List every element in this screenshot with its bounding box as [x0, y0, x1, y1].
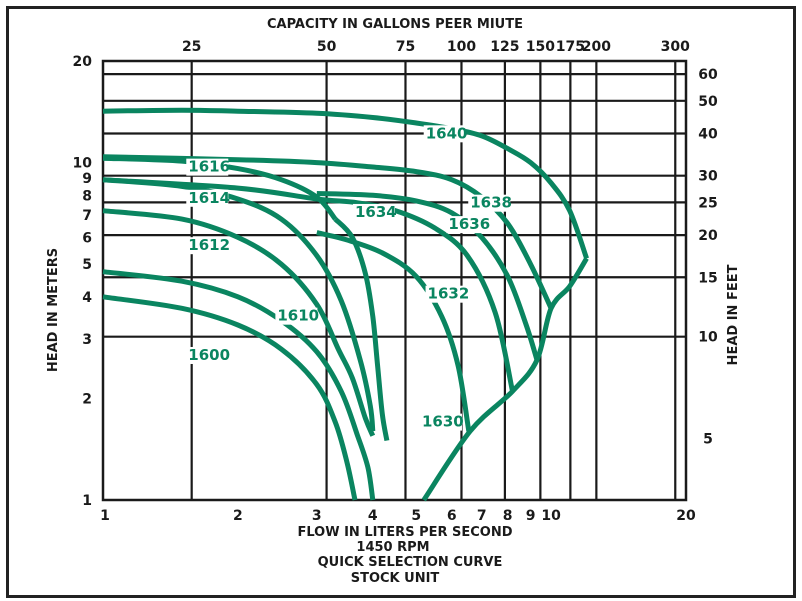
flow-tick-label: 10 [541, 508, 561, 524]
head-tick-label: 20 [73, 54, 93, 70]
feet-tick-label: 5 [703, 431, 713, 447]
curve-label-1630: 1630 [422, 413, 464, 431]
feet-tick-label: 50 [698, 94, 718, 110]
head-tick-label: 6 [82, 230, 92, 246]
head-tick-label: 4 [82, 290, 92, 306]
gpm-tick-label: 25 [182, 39, 201, 55]
flow-tick-label: 4 [368, 508, 378, 524]
head-tick-label: 8 [82, 188, 92, 204]
curve-1638 [102, 154, 554, 310]
head-tick-label: 9 [82, 171, 92, 187]
flow-tick-label: 3 [312, 508, 322, 524]
curve-1614 [102, 177, 376, 432]
curve-label-1632: 1632 [428, 285, 470, 303]
curve-limit-line [421, 257, 589, 502]
curve-label-bg [423, 125, 466, 143]
curve-label-1600: 1600 [188, 346, 230, 364]
feet-tick-label: 20 [698, 228, 718, 244]
curve-label-1614: 1614 [188, 189, 230, 207]
gpm-tick-label: 75 [396, 39, 415, 55]
curve-label-bg [186, 189, 229, 207]
flow-tick-label: 5 [411, 508, 421, 524]
head-tick-label: 3 [82, 332, 92, 348]
gpm-tick-label: 175 [556, 39, 585, 55]
left-axis-title: HEAD IN METERS [46, 248, 61, 372]
curve-label-1634: 1634 [355, 203, 397, 221]
right-axis-title: HEAD IN FEET [726, 264, 741, 365]
feet-tick-label: 15 [698, 270, 717, 286]
curve-label-1636: 1636 [448, 215, 490, 233]
x-axis-title: FLOW IN LITERS PER SECOND [297, 525, 512, 540]
gpm-tick-label: 150 [526, 39, 555, 55]
curve-1632 [316, 230, 472, 432]
gpm-tick-label: 300 [661, 39, 690, 55]
head-tick-label: 2 [82, 391, 92, 407]
curve-1600 [102, 294, 358, 501]
curve-label-1640: 1640 [426, 124, 468, 142]
curve-label-bg [186, 346, 229, 364]
curve-label-bg [446, 216, 489, 234]
gpm-tick-label: 125 [490, 39, 519, 55]
feet-tick-label: 60 [698, 67, 718, 83]
flow-tick-label: 9 [526, 508, 536, 524]
curve-1630 [333, 217, 390, 442]
curve-label-bg [468, 194, 511, 212]
feet-tick-label: 40 [698, 127, 718, 143]
flow-tick-label: 2 [233, 508, 243, 524]
head-tick-label: 5 [82, 257, 92, 273]
chart-title: QUICK SELECTION CURVE [318, 555, 503, 570]
feet-tick-label: 25 [698, 195, 717, 211]
gpm-tick-label: 200 [582, 39, 611, 55]
curve-label-1638: 1638 [470, 194, 512, 212]
gpm-tick-label: 100 [447, 39, 476, 55]
flow-tick-label: 6 [447, 508, 457, 524]
stock-unit-label: STOCK UNIT [351, 571, 440, 586]
curve-label-bg [352, 203, 395, 221]
flow-tick-label: 20 [676, 508, 696, 524]
flow-tick-label: 8 [503, 508, 513, 524]
flow-tick-label: 7 [477, 508, 487, 524]
curve-label-bg [275, 307, 318, 325]
head-tick-label: 7 [82, 208, 92, 224]
curve-labels: 1616 1614 1612 1610 1600 1640 1638 1636 1634 1632… [186, 124, 512, 431]
curve-label-bg [186, 237, 229, 255]
feet-tick-label: 10 [698, 330, 718, 346]
curve-label-1616: 1616 [188, 158, 230, 176]
rpm-label: 1450 RPM [356, 540, 429, 555]
curve-label-bg [425, 285, 468, 303]
curve-1610 [102, 269, 376, 501]
curve-label-1612: 1612 [188, 236, 230, 254]
curve-label-1610: 1610 [277, 307, 319, 325]
curve-label-bg [419, 413, 462, 431]
chart-frame [6, 6, 796, 598]
curve-label-bg [186, 158, 229, 176]
curve-1612 [102, 208, 376, 437]
head-tick-label: 10 [73, 156, 93, 172]
plot-border [101, 59, 688, 502]
gpm-tick-label: 50 [317, 39, 337, 55]
pump-curves [102, 107, 589, 502]
feet-tick-label: 30 [698, 169, 718, 185]
top-axis-title: CAPACITY IN GALLONS PEER MIUTE [267, 17, 523, 32]
head-tick-label: 1 [82, 493, 92, 509]
flow-tick-label: 1 [100, 508, 110, 524]
